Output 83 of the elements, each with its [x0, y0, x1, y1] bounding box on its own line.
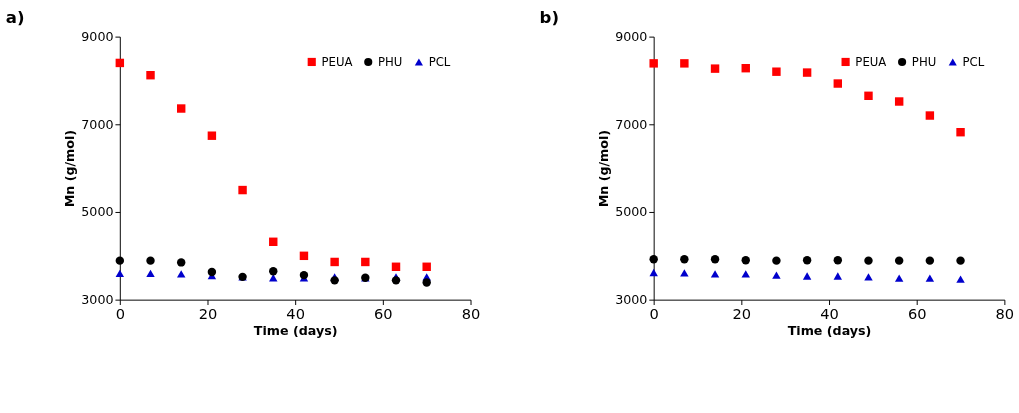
- point: [802, 272, 812, 280]
- x-tick-label: 40: [820, 304, 839, 322]
- point: [680, 269, 689, 277]
- point: [391, 262, 401, 271]
- point: [894, 256, 904, 265]
- point: [299, 270, 309, 280]
- point: [299, 251, 309, 261]
- point: [772, 67, 781, 76]
- point: [772, 271, 781, 279]
- point: [802, 68, 812, 77]
- point: [330, 257, 339, 267]
- point: [833, 255, 843, 265]
- x-tick-label: 80: [461, 304, 481, 322]
- point: [207, 131, 217, 140]
- point: [649, 255, 658, 264]
- legend-label: PCL: [962, 54, 985, 69]
- point: [115, 269, 125, 278]
- legend-label: PHU: [377, 54, 403, 69]
- point: [649, 59, 658, 68]
- x-tick-label: 0: [115, 304, 125, 322]
- chart-title: a): [5, 7, 25, 27]
- x-axis-title: Time (days): [253, 323, 338, 339]
- point: [956, 256, 965, 265]
- point: [115, 58, 125, 68]
- chart-title: b): [539, 7, 560, 27]
- y-tick-label: 5000: [81, 204, 114, 220]
- point: [649, 268, 658, 277]
- x-tick-label: 40: [286, 304, 305, 322]
- y-axis-title: Mn (g/mol): [596, 129, 612, 208]
- legend-label: PCL: [428, 54, 451, 69]
- point: [864, 91, 873, 101]
- y-tick-label: 3000: [615, 292, 648, 308]
- point: [864, 256, 873, 265]
- y-tick-label: 5000: [615, 204, 648, 220]
- point: [269, 237, 278, 247]
- point: [680, 59, 689, 68]
- legend-label: PEUA: [855, 54, 887, 69]
- point: [361, 257, 370, 267]
- point: [894, 274, 904, 282]
- x-tick-label: 80: [995, 304, 1015, 322]
- point: [925, 256, 935, 265]
- point: [741, 255, 750, 265]
- y-tick-label: 3000: [81, 292, 114, 308]
- point: [864, 273, 873, 281]
- x-tick-label: 60: [907, 304, 927, 322]
- x-tick-label: 0: [649, 304, 659, 322]
- point: [391, 276, 401, 285]
- point: [176, 104, 186, 113]
- y-axis-title: Mn (g/mol): [62, 129, 78, 208]
- point: [710, 255, 720, 264]
- y-tick-label: 9000: [81, 29, 114, 45]
- legend-label: PEUA: [321, 54, 353, 69]
- x-tick-label: 20: [198, 304, 218, 322]
- point: [956, 127, 965, 137]
- point: [956, 275, 965, 283]
- point: [710, 64, 720, 73]
- point: [146, 269, 155, 278]
- x-tick-label: 20: [732, 304, 752, 322]
- point: [269, 266, 278, 276]
- point: [772, 256, 781, 265]
- point: [115, 256, 125, 265]
- point: [833, 79, 843, 88]
- legend-label: PHU: [911, 54, 937, 69]
- point: [146, 70, 155, 80]
- y-tick-label: 7000: [81, 116, 114, 132]
- point: [176, 258, 186, 267]
- point: [741, 63, 750, 73]
- point: [422, 262, 431, 271]
- point: [238, 185, 247, 195]
- point: [925, 274, 935, 282]
- point: [680, 255, 689, 264]
- point: [330, 276, 339, 285]
- point: [207, 267, 217, 277]
- point: [925, 111, 935, 120]
- point: [833, 272, 843, 280]
- x-tick-label: 60: [374, 304, 393, 322]
- y-tick-label: 7000: [615, 116, 648, 132]
- x-axis-title: Time (days): [787, 323, 872, 339]
- point: [894, 97, 904, 106]
- point: [802, 255, 812, 265]
- point: [422, 278, 431, 287]
- point: [146, 256, 155, 265]
- y-tick-label: 9000: [615, 29, 648, 45]
